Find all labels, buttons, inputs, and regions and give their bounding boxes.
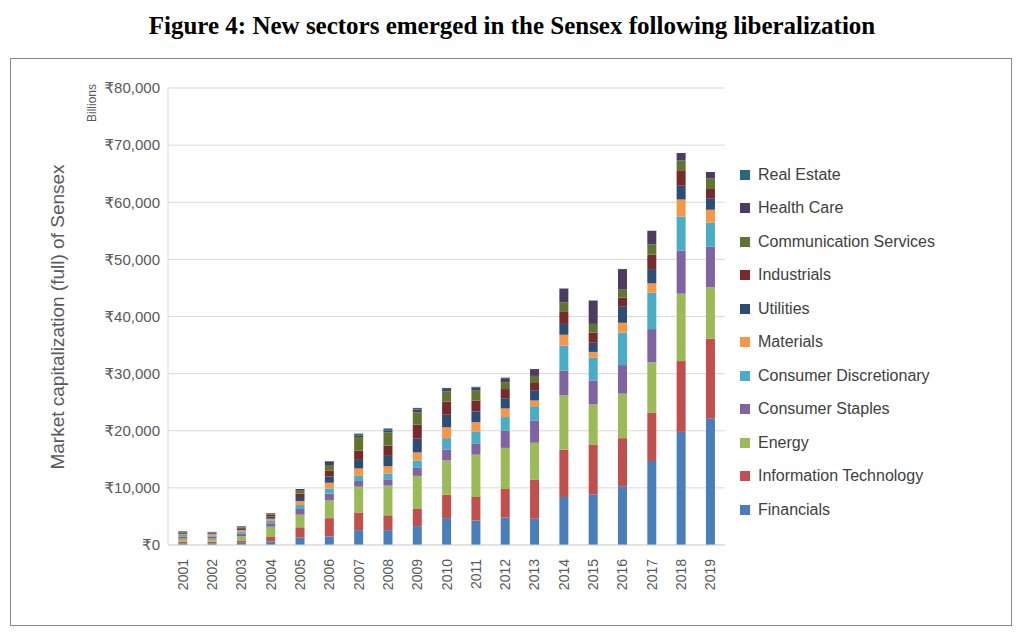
html-text:Figure 4: New sectors emerged: Figure 4: New sectors emerged in the Sen…	[148, 12, 876, 39]
svg-text:2004: 2004	[263, 559, 279, 590]
svg-text:2014: 2014	[556, 559, 572, 590]
svg-text:2017: 2017	[644, 559, 660, 590]
html-text:Materials: Materials	[758, 333, 823, 351]
svg-text:2013: 2013	[526, 559, 542, 590]
svg-text:2016: 2016	[614, 559, 630, 590]
html-text:Market capitalization (full) o: Market capitalization (full) of Sensex	[47, 164, 68, 470]
html-text:Utilities: Utilities	[758, 299, 810, 317]
svg-text:₹70,000: ₹70,000	[105, 136, 160, 153]
svg-text:₹80,000: ₹80,000	[105, 79, 160, 96]
svg-text:2008: 2008	[380, 559, 396, 590]
html-text:Energy: Energy	[758, 433, 809, 451]
html-text:Communication Services: Communication Services	[758, 232, 935, 250]
html-text:Industrials: Industrials	[758, 266, 831, 284]
svg-text:2001: 2001	[175, 559, 191, 590]
html-text:Consumer Discretionary: Consumer Discretionary	[758, 366, 930, 384]
html-text:Consumer Staples: Consumer Staples	[758, 400, 890, 418]
svg-text:2015: 2015	[585, 559, 601, 590]
html-text:Real Estate: Real Estate	[758, 165, 841, 183]
svg-text:2019: 2019	[702, 559, 718, 590]
svg-text:2011: 2011	[468, 559, 484, 589]
svg-text:2010: 2010	[439, 559, 455, 590]
svg-text:₹60,000: ₹60,000	[105, 194, 160, 211]
svg-text:2002: 2002	[204, 559, 220, 590]
svg-text:2018: 2018	[673, 559, 689, 590]
html-text:Health Care: Health Care	[758, 199, 844, 217]
svg-text:₹20,000: ₹20,000	[105, 422, 160, 439]
svg-text:2006: 2006	[321, 559, 337, 590]
svg-text:2005: 2005	[292, 559, 308, 590]
html-text:Information Technology: Information Technology	[758, 467, 924, 485]
svg-text:2009: 2009	[409, 559, 425, 590]
svg-text:₹30,000: ₹30,000	[105, 365, 160, 382]
svg-text:₹40,000: ₹40,000	[105, 308, 160, 325]
html-text:Financials: Financials	[758, 500, 830, 518]
svg-text:₹0: ₹0	[142, 536, 160, 553]
html-text:Billions: Billions	[85, 84, 99, 122]
svg-text:₹10,000: ₹10,000	[105, 479, 160, 496]
svg-text:2007: 2007	[351, 559, 367, 590]
svg-text:2012: 2012	[497, 559, 513, 590]
svg-text:2003: 2003	[233, 559, 249, 590]
svg-text:₹50,000: ₹50,000	[105, 251, 160, 268]
